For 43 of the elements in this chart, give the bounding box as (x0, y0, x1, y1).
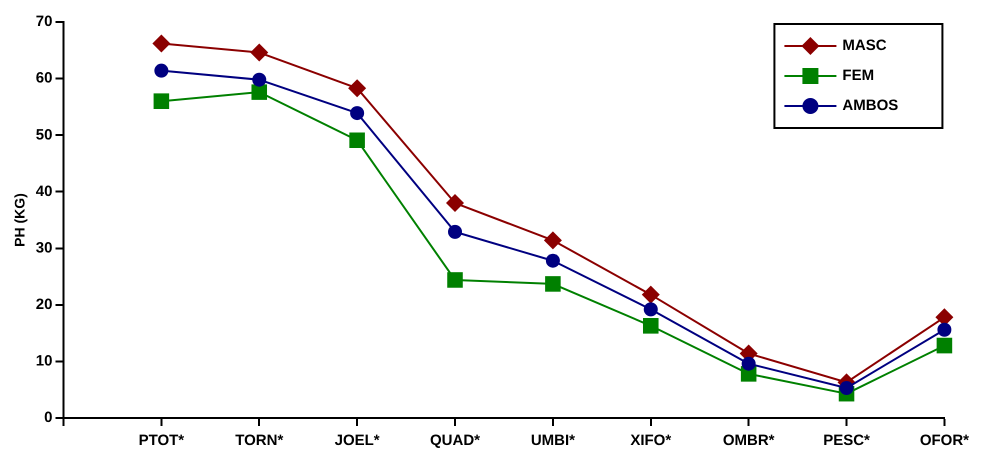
point (644, 302, 658, 316)
point (742, 356, 756, 371)
x-tick-label: XIFO* (630, 432, 672, 450)
x-tick-label: TORN* (235, 432, 284, 450)
point (349, 132, 365, 148)
point (252, 72, 266, 87)
point (154, 93, 170, 109)
x-tick-label: QUAD* (430, 432, 480, 450)
x-tick-label: JOEL* (334, 432, 380, 450)
x-tick-label: PESC* (823, 432, 870, 450)
x-tick-label: UMBI* (530, 432, 576, 450)
x-tick-label: OMBR* (722, 432, 775, 450)
point (544, 231, 562, 250)
x-tick-label: PTOT* (138, 432, 184, 450)
y-tick-label: 60 (36, 70, 52, 87)
legend-label: MASC (842, 37, 887, 54)
y-tick-label: 40 (36, 182, 52, 200)
point (936, 338, 952, 354)
legend-label: FEM (842, 67, 874, 84)
point (251, 84, 268, 100)
point (447, 272, 463, 288)
point (348, 79, 366, 98)
point (840, 381, 854, 396)
point (152, 34, 170, 52)
point (446, 194, 464, 212)
point (546, 254, 560, 268)
point (350, 106, 364, 120)
legend-label: AMBOS (842, 97, 898, 114)
y-tick-label: 10 (36, 352, 52, 370)
y-tick-label: 50 (36, 126, 52, 144)
y-tick-label: 20 (36, 296, 52, 313)
y-tick-label: 0 (44, 409, 52, 426)
x-tick-label: OFOR* (920, 432, 970, 450)
y-axis-title: PH (KG) (11, 193, 28, 247)
point (250, 44, 268, 62)
point (642, 318, 659, 334)
point (642, 286, 660, 304)
point (545, 276, 561, 292)
point (154, 64, 168, 78)
y-tick-label: 70 (36, 13, 52, 30)
y-tick-label: 30 (36, 239, 52, 256)
point (937, 322, 952, 337)
point (448, 224, 462, 239)
